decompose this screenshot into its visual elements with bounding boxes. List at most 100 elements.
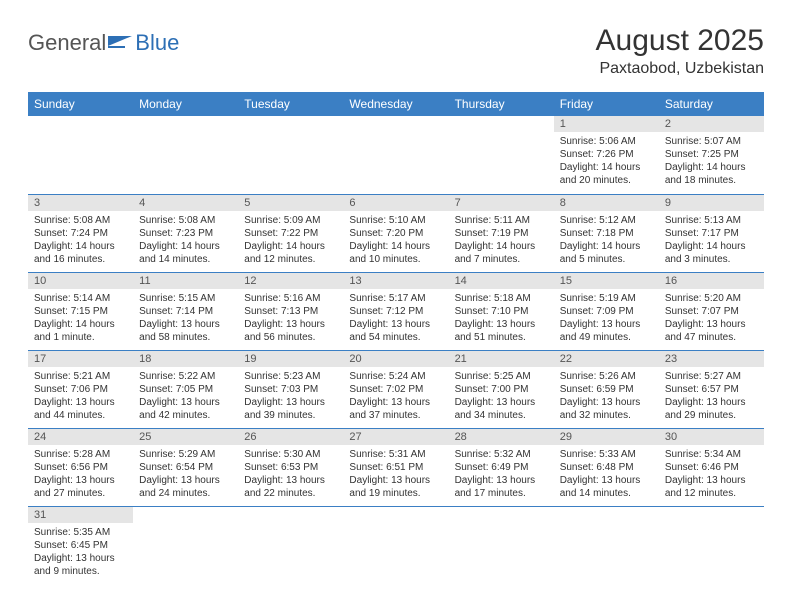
day-body: Sunrise: 5:22 AMSunset: 7:05 PMDaylight:… <box>133 367 238 426</box>
sunset: Sunset: 7:15 PM <box>34 305 127 318</box>
day-body: Sunrise: 5:23 AMSunset: 7:03 PMDaylight:… <box>238 367 343 426</box>
sunrise: Sunrise: 5:10 AM <box>349 214 442 227</box>
calendar-row: 1Sunrise: 5:06 AMSunset: 7:26 PMDaylight… <box>28 116 764 194</box>
sunset: Sunset: 7:13 PM <box>244 305 337 318</box>
calendar-cell: 9Sunrise: 5:13 AMSunset: 7:17 PMDaylight… <box>659 194 764 272</box>
calendar-cell: 23Sunrise: 5:27 AMSunset: 6:57 PMDayligh… <box>659 350 764 428</box>
day-number: 15 <box>554 273 659 289</box>
day-body: Sunrise: 5:13 AMSunset: 7:17 PMDaylight:… <box>659 211 764 270</box>
calendar-cell: 20Sunrise: 5:24 AMSunset: 7:02 PMDayligh… <box>343 350 448 428</box>
calendar-cell: 29Sunrise: 5:33 AMSunset: 6:48 PMDayligh… <box>554 428 659 506</box>
title-block: August 2025 Paxtaobod, Uzbekistan <box>596 24 764 78</box>
daylight: Daylight: 13 hours and 54 minutes. <box>349 318 442 344</box>
sunrise: Sunrise: 5:28 AM <box>34 448 127 461</box>
day-body: Sunrise: 5:08 AMSunset: 7:23 PMDaylight:… <box>133 211 238 270</box>
day-number: 30 <box>659 429 764 445</box>
day-number: 2 <box>659 116 764 132</box>
sunrise: Sunrise: 5:30 AM <box>244 448 337 461</box>
calendar-row: 10 Sunrise: 5:14 AMSunset: 7:15 PM Dayligh… <box>28 272 764 350</box>
calendar-cell-empty <box>659 506 764 584</box>
logo-text-general: General <box>28 30 106 56</box>
day-number: 12 <box>238 273 343 289</box>
daylight: Daylight: 13 hours and 44 minutes. <box>34 396 127 422</box>
weekday-header: Saturday <box>659 92 764 116</box>
calendar-cell-empty <box>133 116 238 194</box>
daylight: Daylight: 13 hours and 56 minutes. <box>244 318 337 344</box>
day-number: 1 <box>554 116 659 132</box>
sunset: Sunset: 7:10 PM <box>455 305 548 318</box>
weekday-header: Thursday <box>449 92 554 116</box>
day-number: 7 <box>449 195 554 211</box>
sunrise: Sunrise: 5:32 AM <box>455 448 548 461</box>
calendar-cell-empty <box>238 506 343 584</box>
sunrise: Sunrise: 5:24 AM <box>349 370 442 383</box>
sunrise: Sunrise: 5:08 AM <box>139 214 232 227</box>
sunrise: Sunrise: 5:33 AM <box>560 448 653 461</box>
day-body: Sunrise: 5:17 AMSunset: 7:12 PMDaylight:… <box>343 289 448 348</box>
calendar-cell: 17Sunrise: 5:21 AMSunset: 7:06 PMDayligh… <box>28 350 133 428</box>
sunset: Sunset: 7:03 PM <box>244 383 337 396</box>
sunrise: Sunrise: 5:12 AM <box>560 214 653 227</box>
day-body: Sunrise: 5:24 AMSunset: 7:02 PMDaylight:… <box>343 367 448 426</box>
sunset: Sunset: 7:09 PM <box>560 305 653 318</box>
sunrise: Sunrise: 5:14 AM <box>34 292 127 305</box>
sunset: Sunset: 6:53 PM <box>244 461 337 474</box>
day-number: 29 <box>554 429 659 445</box>
sunset: Sunset: 7:24 PM <box>34 227 127 240</box>
day-number: 26 <box>238 429 343 445</box>
daylight: Daylight: 13 hours and 47 minutes. <box>665 318 758 344</box>
sunset: Sunset: 7:12 PM <box>349 305 442 318</box>
calendar-cell: 3Sunrise: 5:08 AMSunset: 7:24 PMDaylight… <box>28 194 133 272</box>
daylight: Daylight: 13 hours and 39 minutes. <box>244 396 337 422</box>
day-number: 17 <box>28 351 133 367</box>
day-body: Sunrise: 5:12 AMSunset: 7:18 PMDaylight:… <box>554 211 659 270</box>
calendar-cell-empty <box>343 506 448 584</box>
calendar-head: SundayMondayTuesdayWednesdayThursdayFrid… <box>28 92 764 116</box>
daylight: Daylight: 13 hours and 37 minutes. <box>349 396 442 422</box>
daylight: Daylight: 14 hours and 3 minutes. <box>665 240 758 266</box>
day-number: 23 <box>659 351 764 367</box>
daylight: Daylight: 13 hours and 17 minutes. <box>455 474 548 500</box>
sunset: Sunset: 7:17 PM <box>665 227 758 240</box>
day-body: Sunrise: 5:08 AMSunset: 7:24 PMDaylight:… <box>28 211 133 270</box>
day-body: Sunrise: 5:16 AMSunset: 7:13 PMDaylight:… <box>238 289 343 348</box>
calendar-cell-empty <box>554 506 659 584</box>
day-number: 9 <box>659 195 764 211</box>
sunrise: Sunrise: 5:06 AM <box>560 135 653 148</box>
sunrise: Sunrise: 5:08 AM <box>34 214 127 227</box>
day-number: 3 <box>28 195 133 211</box>
day-body: Sunrise: 5:10 AMSunset: 7:20 PMDaylight:… <box>343 211 448 270</box>
calendar-cell: 6Sunrise: 5:10 AMSunset: 7:20 PMDaylight… <box>343 194 448 272</box>
calendar-cell-empty <box>449 506 554 584</box>
calendar-cell: 2Sunrise: 5:07 AMSunset: 7:25 PMDaylight… <box>659 116 764 194</box>
daylight: Daylight: 14 hours and 18 minutes. <box>665 161 758 187</box>
sunrise: Sunrise: 5:22 AM <box>139 370 232 383</box>
calendar-cell-empty <box>133 506 238 584</box>
daylight: Daylight: 13 hours and 9 minutes. <box>34 552 127 578</box>
sunset: Sunset: 7:23 PM <box>139 227 232 240</box>
calendar-cell: 10Sunrise: 5:14 AMSunset: 7:15 PMDayligh… <box>28 272 133 350</box>
day-number: 10 <box>28 273 133 289</box>
sunset: Sunset: 7:26 PM <box>560 148 653 161</box>
daylight: Daylight: 13 hours and 32 minutes. <box>560 396 653 422</box>
calendar-cell: 11Sunrise: 5:15 AMSunset: 7:14 PMDayligh… <box>133 272 238 350</box>
sunrise: Sunrise: 5:17 AM <box>349 292 442 305</box>
daylight: Daylight: 14 hours and 20 minutes. <box>560 161 653 187</box>
sunrise: Sunrise: 5:20 AM <box>665 292 758 305</box>
calendar-cell: 30Sunrise: 5:34 AMSunset: 6:46 PMDayligh… <box>659 428 764 506</box>
daylight: Daylight: 13 hours and 42 minutes. <box>139 396 232 422</box>
calendar-cell-empty <box>343 116 448 194</box>
calendar-cell: 8Sunrise: 5:12 AMSunset: 7:18 PMDaylight… <box>554 194 659 272</box>
day-body: Sunrise: 5:09 AMSunset: 7:22 PMDaylight:… <box>238 211 343 270</box>
calendar-cell-empty <box>238 116 343 194</box>
calendar-cell: 14Sunrise: 5:18 AMSunset: 7:10 PMDayligh… <box>449 272 554 350</box>
daylight: Daylight: 13 hours and 22 minutes. <box>244 474 337 500</box>
sunset: Sunset: 6:45 PM <box>34 539 127 552</box>
day-number: 22 <box>554 351 659 367</box>
day-body: Sunrise: 5:29 AMSunset: 6:54 PMDaylight:… <box>133 445 238 504</box>
weekday-header: Sunday <box>28 92 133 116</box>
logo: General Blue <box>28 30 179 56</box>
sunrise: Sunrise: 5:07 AM <box>665 135 758 148</box>
day-body: Sunrise: 5:35 AMSunset: 6:45 PMDaylight:… <box>28 523 133 582</box>
day-body: Sunrise: 5:28 AMSunset: 6:56 PMDaylight:… <box>28 445 133 504</box>
